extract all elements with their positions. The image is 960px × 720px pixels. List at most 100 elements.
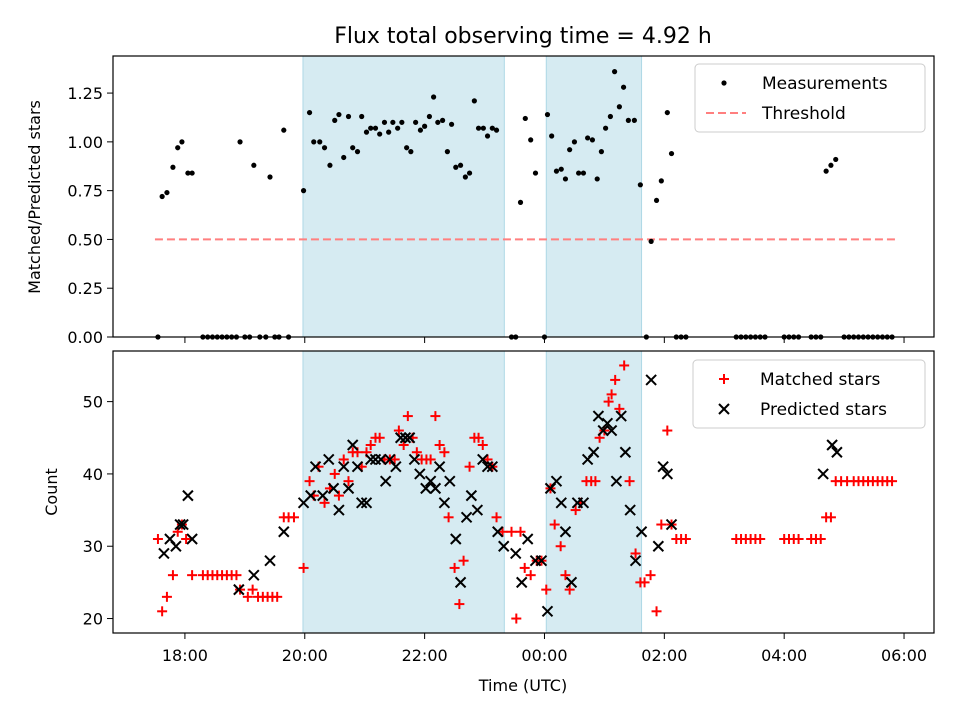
predicted-star-point [615,410,627,422]
matched-star-point [231,570,242,581]
measurement-point [350,145,356,151]
predicted-star-point [408,453,421,466]
predicted-star-point [541,605,554,618]
predicted-star-stroke [355,497,368,509]
measurement-point [306,109,313,116]
y-tick-label: 30 [83,537,103,556]
bottom-legend: Matched stars Predicted stars [692,359,926,429]
matched-star-point [639,577,650,588]
predicted-star-stroke [429,482,442,495]
measurement-point [185,170,191,176]
matched-star-point [393,425,404,436]
measurement-point [332,117,338,123]
matched-star-point [454,599,465,610]
matched-star-point [603,396,614,407]
measurement-point [823,168,829,174]
predicted-star-point [375,453,387,466]
measurement-point [327,162,333,168]
matched-star-point [477,440,488,450]
measurement-point [585,135,591,141]
x-tick-label: 20:00 [282,646,328,665]
predicted-star-stroke [454,576,467,589]
x-tick-label: 00:00 [521,646,567,665]
measurement-point [368,125,374,131]
measurement-point [164,189,170,196]
x-tick-label: 04:00 [761,646,807,665]
predicted-star-point [465,489,478,502]
matched-star-point [443,512,454,523]
matched-star-point [430,411,441,422]
measurement-point [159,193,165,200]
predicted-star-stroke [541,605,554,618]
matched-star-point [298,562,309,573]
predicted-star-stroke [351,460,364,473]
predicted-star-point [661,468,674,480]
predicted-star-point [424,475,437,487]
legend-predicted-marker [718,403,730,415]
matched-star-point [389,454,400,465]
measurement-point [553,168,560,174]
measurement-point [431,94,437,100]
y-tick-label: 40 [83,465,103,484]
predicted-star-stroke [414,468,426,480]
predicted-star-stroke [817,468,829,480]
matched-star-point [570,505,581,516]
measurement-point [580,170,587,176]
predicted-star-point [559,526,572,538]
predicted-star-point [645,374,657,386]
predicted-star-stroke [486,460,499,473]
measurement-point [532,170,539,176]
predicted-star-stroke [309,460,322,473]
predicted-star-point [351,460,364,473]
predicted-star-stroke [521,533,534,545]
measurement-point [833,156,839,163]
matched-star-point [506,526,517,537]
predicted-star-point [521,533,534,545]
predicted-star-stroke [424,475,437,487]
measurement-point [528,137,534,143]
predicted-star-stroke [338,460,350,473]
bottom-matched-layer [152,360,898,624]
measurement-point [457,162,464,168]
matched-star-point [434,440,445,450]
predicted-star-stroke [278,526,290,538]
y-tick-label: 20 [83,610,103,629]
predicted-star-point [333,504,345,516]
matched-star-point [590,476,601,487]
measurement-point [251,162,257,168]
predicted-star-point [379,475,392,487]
predicted-star-stroke [394,432,407,444]
predicted-star-stroke [433,460,446,473]
predicted-star-stroke [158,547,170,560]
bottom-y-ticks: 20 30 40 50 [83,393,113,629]
x-tick-label: 18:00 [162,646,208,665]
matched-star-point [610,374,621,385]
measurement-point [439,117,446,123]
predicted-star-stroke [408,453,421,466]
y-tick-label: 0.50 [67,230,103,249]
predicted-star-stroke [826,439,838,451]
predicted-star-stroke [444,475,456,487]
measurement-point [611,69,618,75]
matched-star-point [439,447,450,458]
predicted-star-point [665,518,678,531]
predicted-star-point [492,526,504,538]
predicted-star-point [264,554,276,567]
predicted-star-stroke [438,497,451,509]
predicted-star-stroke [610,475,623,487]
predicted-star-stroke [652,540,665,552]
predicted-star-stroke [587,446,600,458]
predicted-star-stroke [390,460,402,473]
measurement-point [480,125,486,131]
predicted-star-point [433,460,446,473]
predicted-star-point [278,526,290,538]
y-tick-label: 0.25 [67,279,103,298]
predicted-star-stroke [460,511,473,524]
top-legend-box [694,63,926,133]
predicted-star-point [471,504,484,516]
measurement-point [462,174,468,180]
predicted-star-point [305,489,317,502]
chart-title: Flux total observing time = 4.92 h [334,24,712,49]
measurement-point [300,188,307,194]
predicted-star-stroke [248,569,260,581]
